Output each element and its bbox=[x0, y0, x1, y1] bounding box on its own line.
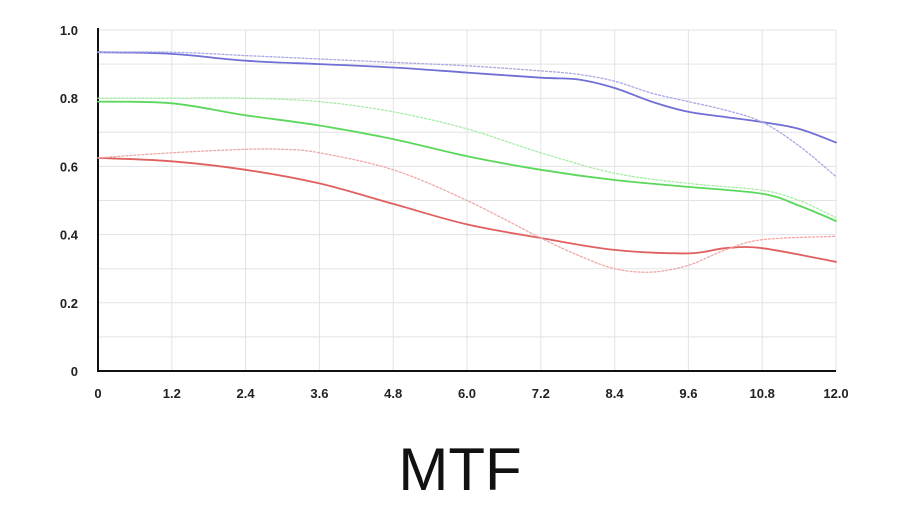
x-tick-label: 8.4 bbox=[606, 386, 625, 401]
chart-series bbox=[97, 51, 837, 273]
y-tick-label: 0 bbox=[71, 364, 78, 379]
x-tick-label: 12.0 bbox=[823, 386, 848, 401]
x-tick-label: 10.8 bbox=[750, 386, 775, 401]
y-tick-label: 0.4 bbox=[60, 228, 79, 243]
x-tick-labels: 0 1.2 2.4 3.6 4.8 6.0 7.2 8.4 9.6 10.8 12.0 bbox=[94, 386, 848, 401]
x-tick-label: 1.2 bbox=[163, 386, 181, 401]
chart-axes bbox=[97, 28, 836, 372]
chart-grid bbox=[97, 29, 837, 371]
mtf-chart: 0 1.2 2.4 3.6 4.8 6.0 7.2 8.4 9.6 10.8 12.0 0 0.2 0.… bbox=[60, 23, 849, 401]
series-line-4-dotted bbox=[97, 97, 837, 219]
x-tick-label: 2.4 bbox=[237, 386, 256, 401]
series-line-6-dotted bbox=[97, 148, 837, 273]
x-tick-label: 6.0 bbox=[458, 386, 476, 401]
y-tick-label: 1.0 bbox=[60, 23, 78, 38]
x-tick-label: 3.6 bbox=[310, 386, 328, 401]
x-tick-label: 9.6 bbox=[679, 386, 697, 401]
x-tick-label: 7.2 bbox=[532, 386, 550, 401]
y-tick-label: 0.8 bbox=[60, 91, 78, 106]
x-tick-label: 0 bbox=[94, 386, 101, 401]
series-line-5-solid bbox=[97, 157, 837, 263]
series-line-3-solid bbox=[97, 100, 837, 222]
x-tick-label: 4.8 bbox=[384, 386, 402, 401]
y-tick-label: 0.2 bbox=[60, 296, 78, 311]
y-tick-label: 0.6 bbox=[60, 159, 78, 174]
chart-caption: MTF bbox=[398, 436, 522, 503]
series-line-2-dotted bbox=[97, 51, 837, 178]
series-line-1-solid bbox=[97, 51, 837, 144]
y-tick-labels: 0 0.2 0.4 0.6 0.8 1.0 bbox=[60, 23, 79, 379]
